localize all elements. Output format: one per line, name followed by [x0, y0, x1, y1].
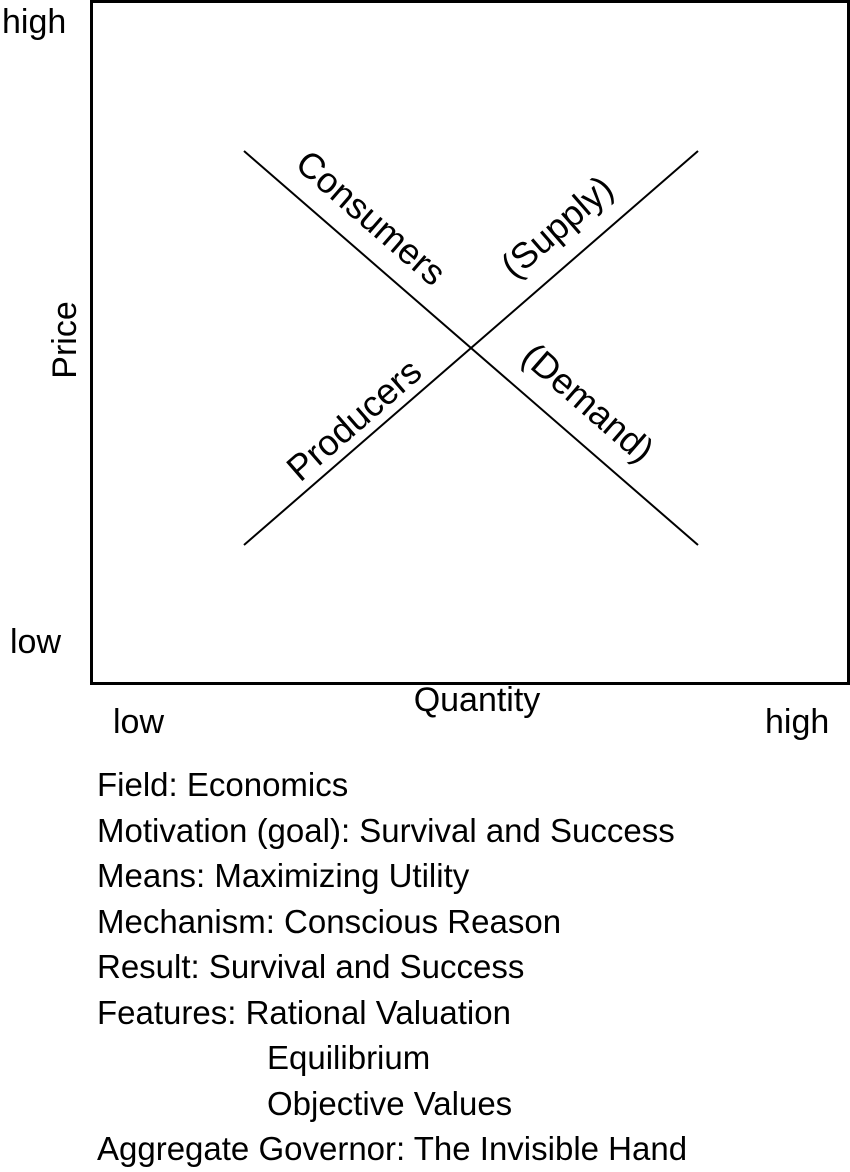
supply-line — [243, 150, 699, 546]
supply-lower-label: Producers — [278, 350, 429, 489]
supply-upper-label: (Supply) — [493, 167, 621, 286]
caption-means: Means: Maximizing Utility — [97, 857, 470, 894]
framework-caption: Field: Economics Motivation (goal): Surv… — [97, 762, 687, 1172]
y-axis-low-label: low — [10, 623, 61, 661]
y-axis-title: Price — [46, 301, 84, 378]
caption-aggregate-governor: Aggregate Governor: The Invisible Hand — [97, 1130, 688, 1167]
caption-mechanism: Mechanism: Conscious Reason — [97, 902, 562, 940]
plot-frame — [90, 0, 850, 685]
y-axis-high-label: high — [2, 3, 66, 41]
supply-demand-diagram: high low Price Quantity low high Consume… — [2, 0, 850, 741]
demand-upper-label: Consumers — [288, 142, 454, 294]
caption-motivation: Motivation (goal): Survival and Success — [97, 811, 675, 849]
x-axis-title: Quantity — [414, 681, 541, 719]
caption-field: Field: Economics — [97, 766, 349, 803]
caption-features: Features: Rational Valuation — [97, 993, 511, 1031]
x-axis-low-label: low — [113, 703, 164, 741]
x-axis-high-label: high — [765, 703, 829, 741]
caption-feature-objective-values: Objective Values — [267, 1084, 513, 1122]
caption-feature-equilibrium: Equilibrium — [267, 1039, 431, 1076]
caption-result: Result: Survival and Success — [97, 948, 525, 985]
